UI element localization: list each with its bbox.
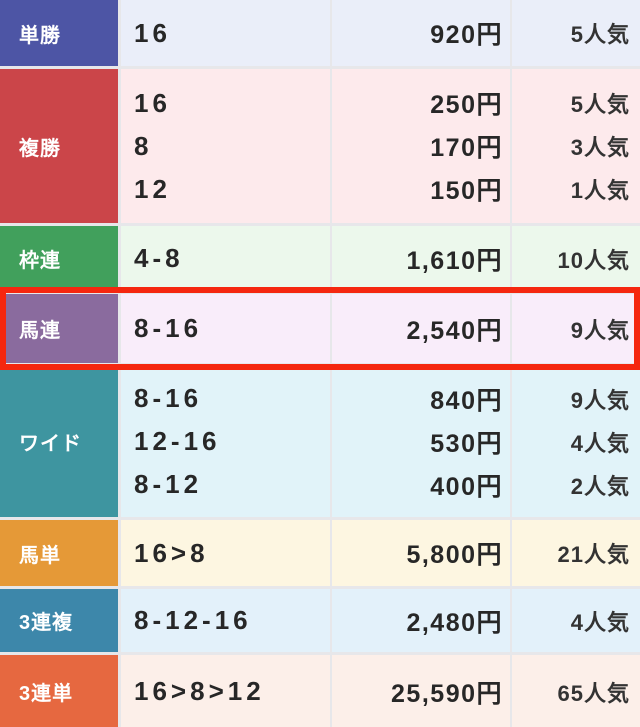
row-cells: 8-16 2,540円 9人気 bbox=[121, 294, 640, 363]
row-cells: 8-12-16 2,480円 4人気 bbox=[121, 589, 640, 652]
row-cells: 16 8 12 250円 170円 150円 5人気 3人気 1人気 bbox=[121, 69, 640, 223]
payout-cell: 2,480円 bbox=[332, 589, 510, 652]
payout-value: 530円 bbox=[430, 429, 503, 458]
bet-type-label: 馬連 bbox=[0, 294, 118, 363]
popularity-cell: 9人気 bbox=[512, 294, 640, 363]
row-cells: 16 920円 5人気 bbox=[121, 0, 640, 66]
payout-cell: 920円 bbox=[332, 0, 510, 66]
payout-row-trifecta: 3連単 16>8>12 25,590円 65人気 bbox=[0, 655, 640, 727]
combination-value: 8-12-16 bbox=[134, 605, 252, 635]
popularity-value: 21人気 bbox=[557, 542, 630, 567]
combination-cell: 16 8 12 bbox=[121, 69, 330, 223]
payout-value: 5,800円 bbox=[406, 541, 503, 569]
popularity-value: 9人気 bbox=[570, 317, 630, 343]
combination-value: 8-16 bbox=[134, 383, 203, 413]
combination-cell: 16 bbox=[121, 0, 330, 66]
payout-row-win: 単勝 16 920円 5人気 bbox=[0, 0, 640, 66]
payout-value: 2,480円 bbox=[406, 608, 503, 637]
payout-value: 920円 bbox=[430, 21, 503, 49]
row-cells: 16>8 5,800円 21人気 bbox=[121, 520, 640, 586]
popularity-value: 5人気 bbox=[570, 92, 630, 117]
payout-cell: 1,610円 bbox=[332, 226, 510, 291]
combination-cell: 16>8>12 bbox=[121, 655, 330, 727]
payout-value: 25,590円 bbox=[391, 679, 503, 708]
combination-cell: 8-12-16 bbox=[121, 589, 330, 652]
payout-row-quinella: 馬連 8-16 2,540円 9人気 bbox=[0, 287, 640, 370]
combination-value: 12-16 bbox=[134, 426, 221, 456]
combination-value: 8-12 bbox=[134, 469, 203, 499]
payout-cell: 2,540円 bbox=[332, 294, 510, 363]
payout-row-wide: ワイド 8-16 12-16 8-12 840円 530円 400円 9人気 4… bbox=[0, 366, 640, 517]
payout-row-bracket-quinella: 枠連 4-8 1,610円 10人気 bbox=[0, 226, 640, 291]
row-cells: 8-16 12-16 8-12 840円 530円 400円 9人気 4人気 2… bbox=[121, 366, 640, 517]
popularity-cell: 65人気 bbox=[512, 655, 640, 727]
popularity-value: 4人気 bbox=[570, 609, 630, 635]
payout-row-place: 複勝 16 8 12 250円 170円 150円 5人気 3人気 1人気 bbox=[0, 69, 640, 223]
popularity-cell: 21人気 bbox=[512, 520, 640, 586]
combination-value: 12 bbox=[134, 173, 171, 204]
bet-type-label: 複勝 bbox=[0, 69, 118, 223]
payout-value: 2,540円 bbox=[406, 316, 503, 345]
popularity-cell: 5人気 3人気 1人気 bbox=[512, 69, 640, 223]
popularity-value: 5人気 bbox=[570, 22, 630, 47]
combination-value: 4-8 bbox=[134, 243, 184, 273]
popularity-value: 4人気 bbox=[570, 430, 630, 456]
popularity-value: 2人気 bbox=[570, 473, 630, 499]
combination-cell: 8-16 12-16 8-12 bbox=[121, 366, 330, 517]
combination-value: 16>8 bbox=[134, 537, 209, 568]
popularity-value: 1人気 bbox=[570, 178, 630, 203]
payout-value: 250円 bbox=[430, 91, 503, 119]
payout-row-trio: 3連複 8-12-16 2,480円 4人気 bbox=[0, 589, 640, 652]
bet-type-label: 3連複 bbox=[0, 589, 118, 652]
combination-cell: 16>8 bbox=[121, 520, 330, 586]
popularity-cell: 5人気 bbox=[512, 0, 640, 66]
row-cells: 16>8>12 25,590円 65人気 bbox=[121, 655, 640, 727]
bet-type-label: 3連単 bbox=[0, 655, 118, 727]
payout-cell: 5,800円 bbox=[332, 520, 510, 586]
payout-row-exacta: 馬単 16>8 5,800円 21人気 bbox=[0, 520, 640, 586]
combination-cell: 4-8 bbox=[121, 226, 330, 291]
payout-value: 840円 bbox=[430, 386, 503, 415]
popularity-cell: 4人気 bbox=[512, 589, 640, 652]
payout-value: 1,610円 bbox=[406, 246, 503, 275]
bet-type-label: 馬単 bbox=[0, 520, 118, 586]
payout-value: 150円 bbox=[430, 177, 503, 205]
payout-cell: 840円 530円 400円 bbox=[332, 366, 510, 517]
bet-type-label: ワイド bbox=[0, 366, 118, 517]
combination-value: 16 bbox=[134, 87, 171, 118]
popularity-value: 65人気 bbox=[557, 680, 630, 706]
row-cells: 4-8 1,610円 10人気 bbox=[121, 226, 640, 291]
payout-value: 170円 bbox=[430, 134, 503, 162]
bet-type-label: 枠連 bbox=[0, 226, 118, 291]
popularity-cell: 9人気 4人気 2人気 bbox=[512, 366, 640, 517]
combination-value: 16 bbox=[134, 17, 171, 48]
popularity-value: 9人気 bbox=[570, 387, 630, 413]
payout-cell: 250円 170円 150円 bbox=[332, 69, 510, 223]
popularity-value: 3人気 bbox=[570, 135, 630, 160]
combination-cell: 8-16 bbox=[121, 294, 330, 363]
popularity-cell: 10人気 bbox=[512, 226, 640, 291]
popularity-value: 10人気 bbox=[557, 247, 630, 273]
bet-type-label: 単勝 bbox=[0, 0, 118, 66]
payout-value: 400円 bbox=[430, 472, 503, 501]
payout-cell: 25,590円 bbox=[332, 655, 510, 727]
combination-value: 8-16 bbox=[134, 313, 203, 343]
combination-value: 8 bbox=[134, 130, 153, 161]
combination-value: 16>8>12 bbox=[134, 676, 265, 706]
